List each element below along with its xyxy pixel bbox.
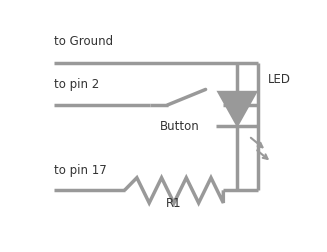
Text: R1: R1	[166, 197, 182, 210]
Polygon shape	[218, 92, 256, 126]
Text: LED: LED	[268, 73, 291, 86]
Text: Button: Button	[160, 120, 200, 134]
Text: to pin 2: to pin 2	[54, 78, 99, 91]
Text: to Ground: to Ground	[54, 35, 113, 48]
Text: to pin 17: to pin 17	[54, 164, 106, 177]
